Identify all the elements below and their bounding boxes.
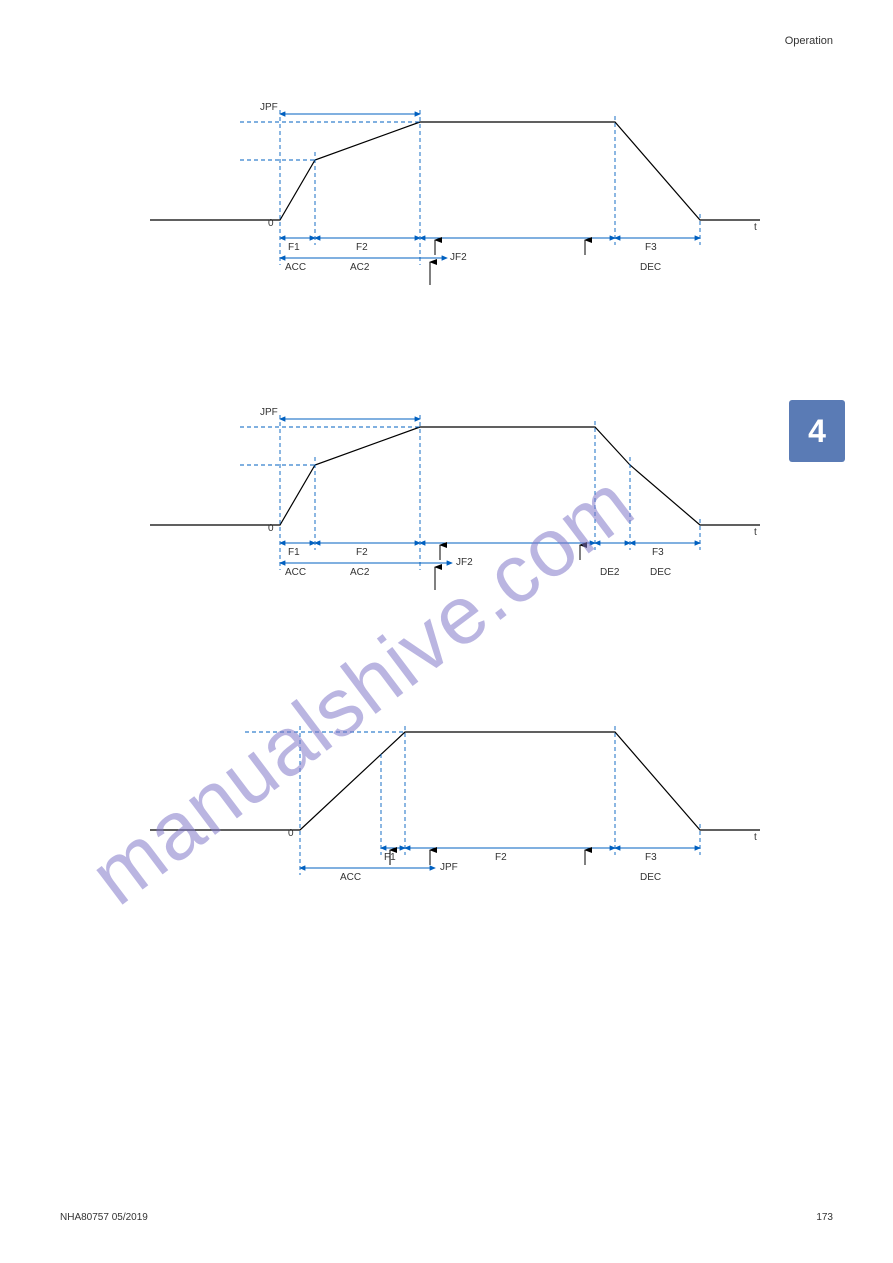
footer-page: 173 [816, 1212, 833, 1223]
label-dec: DEC [650, 567, 671, 578]
label-zero: 0 [288, 828, 294, 839]
label-dec: DEC [640, 872, 661, 883]
footer-ref: NHA80757 05/2019 [60, 1212, 148, 1223]
label-acc: ACC [285, 567, 306, 578]
diagram-2: JPF 0 F1 F2 F3 ACC AC2 DE2 DEC JF2 t [140, 395, 770, 625]
label-jf2: JF2 [450, 252, 467, 263]
label-f2: F2 [356, 242, 368, 253]
chapter-tab: 4 [789, 400, 845, 462]
label-ac2: AC2 [350, 262, 369, 273]
page-header: Operation [0, 35, 893, 65]
chapter-number: 4 [808, 413, 826, 450]
label-zero: 0 [268, 523, 274, 534]
label-de2: DE2 [600, 567, 619, 578]
label-jpf: JPF [440, 862, 458, 873]
label-f3: F3 [645, 242, 657, 253]
label-acc: ACC [285, 262, 306, 273]
label-f1: F1 [288, 547, 300, 558]
label-zero: 0 [268, 218, 274, 229]
label-f3: F3 [645, 852, 657, 863]
label-dec: DEC [640, 262, 661, 273]
label-f1: F1 [288, 242, 300, 253]
header-title: Operation [785, 35, 833, 47]
label-jf2: JF2 [456, 557, 473, 568]
label-ac2: AC2 [350, 567, 369, 578]
diagram-1: JPF 0 F1 F2 F3 ACC AC2 DEC JF2 t [140, 90, 770, 320]
label-acc: ACC [340, 872, 361, 883]
label-f2: F2 [356, 547, 368, 558]
label-f1: F1 [384, 852, 396, 863]
label-jpf: JPF [260, 407, 278, 418]
diagram-3: 0 F1 F2 F3 ACC DEC JPF t [140, 700, 770, 930]
label-f2: F2 [495, 852, 507, 863]
label-t: t [754, 527, 757, 538]
label-f3: F3 [652, 547, 664, 558]
label-jpf: JPF [260, 102, 278, 113]
label-t: t [754, 832, 757, 843]
speed-profile-svg-3 [140, 700, 770, 930]
page-footer: NHA80757 05/2019 173 [0, 1183, 893, 1223]
label-t: t [754, 222, 757, 233]
speed-profile-svg-2 [140, 395, 770, 625]
speed-profile-svg-1 [140, 90, 770, 320]
